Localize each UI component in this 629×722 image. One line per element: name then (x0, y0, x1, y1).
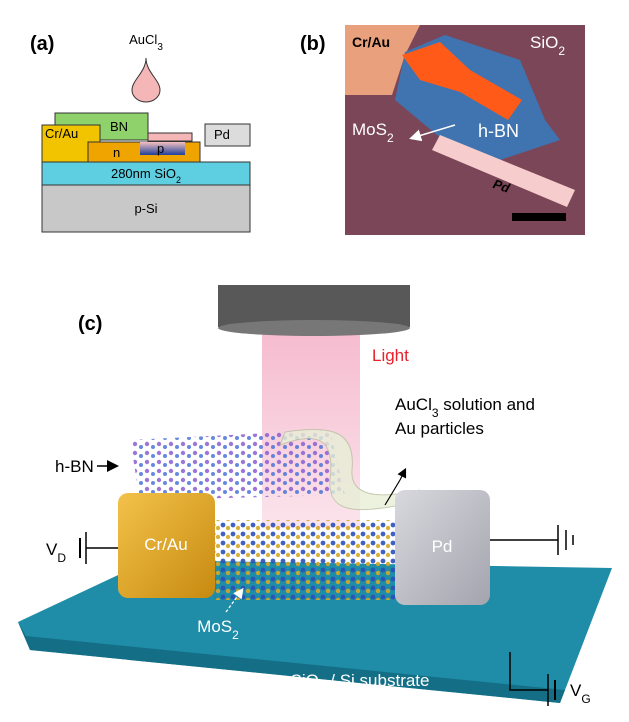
arrow (225, 587, 244, 613)
text: MoS (197, 617, 232, 636)
subscript: D (57, 551, 66, 565)
substrate-label: p-Si (134, 201, 157, 216)
text: / Si substrate (326, 671, 430, 690)
objective-lens (218, 320, 410, 336)
text: AuCl (129, 32, 157, 47)
cr-au-block (118, 493, 215, 598)
cr-au-label: Cr/Au (352, 34, 390, 50)
panel-label: (b) (300, 33, 326, 55)
arrow (397, 467, 407, 481)
mos2-layers (210, 520, 400, 600)
text: solution and (439, 395, 535, 414)
oxide-label: SiO2 (530, 33, 565, 58)
subscript: 3 (157, 42, 163, 53)
hbn-label: h-BN (478, 121, 519, 141)
text: AuCl (395, 395, 432, 414)
subscript: 2 (232, 628, 239, 642)
pd-electrode (204, 123, 251, 147)
oxide-label: 280nm SiO2 (111, 166, 181, 185)
electrode-strip (402, 42, 522, 120)
solution-label: Au particles (395, 419, 484, 438)
pink-layer (147, 132, 193, 142)
pd-block (395, 490, 490, 605)
text: SiO (530, 33, 558, 52)
panel-label: (a) (30, 33, 54, 55)
substrate-edge (18, 622, 565, 703)
bn-label: BN (110, 119, 128, 134)
scale-bar (512, 213, 566, 221)
hbn-label: h-BN (55, 457, 94, 476)
p-label: p (157, 141, 164, 156)
drain-label: VD (46, 540, 66, 565)
wire (509, 652, 548, 691)
hbn-layers (130, 430, 345, 500)
subscript: 2 (176, 175, 181, 185)
text: V (46, 540, 58, 559)
cr-au-label: Cr/Au (144, 535, 187, 554)
cr-au-label: Cr/Au (45, 126, 78, 141)
subscript: G (581, 692, 590, 706)
n-label: n (113, 145, 120, 160)
mos2-label: MoS2 (352, 120, 394, 145)
text: 280nm SiO (111, 166, 176, 181)
gate-label: VG (570, 681, 591, 706)
reagent-label: AuCl3 (129, 32, 163, 53)
pd-label: Pd (214, 127, 230, 142)
text: SiO (291, 671, 319, 690)
cr-au-region (345, 25, 420, 95)
pd-strip (432, 135, 575, 207)
subscript: 3 (432, 406, 439, 420)
pd-label: Pd (432, 537, 453, 556)
light-label: Light (372, 346, 409, 365)
subscript: 2 (387, 131, 394, 145)
text: MoS (352, 120, 387, 139)
subscript: 2 (319, 682, 326, 696)
substrate-layer (41, 184, 251, 233)
leader (384, 479, 401, 506)
substrate-label: SiO2 / Si substrate (291, 671, 430, 696)
subscript: 2 (558, 44, 565, 58)
panel-label: (c) (78, 313, 102, 335)
text: V (570, 681, 582, 700)
pd-label: Pd (491, 176, 512, 196)
droplet (131, 57, 161, 103)
mos2-label: MoS2 (197, 617, 239, 642)
solution-label: AuCl3 solution and (395, 395, 535, 420)
p-region (140, 142, 185, 155)
arrow (409, 124, 456, 142)
